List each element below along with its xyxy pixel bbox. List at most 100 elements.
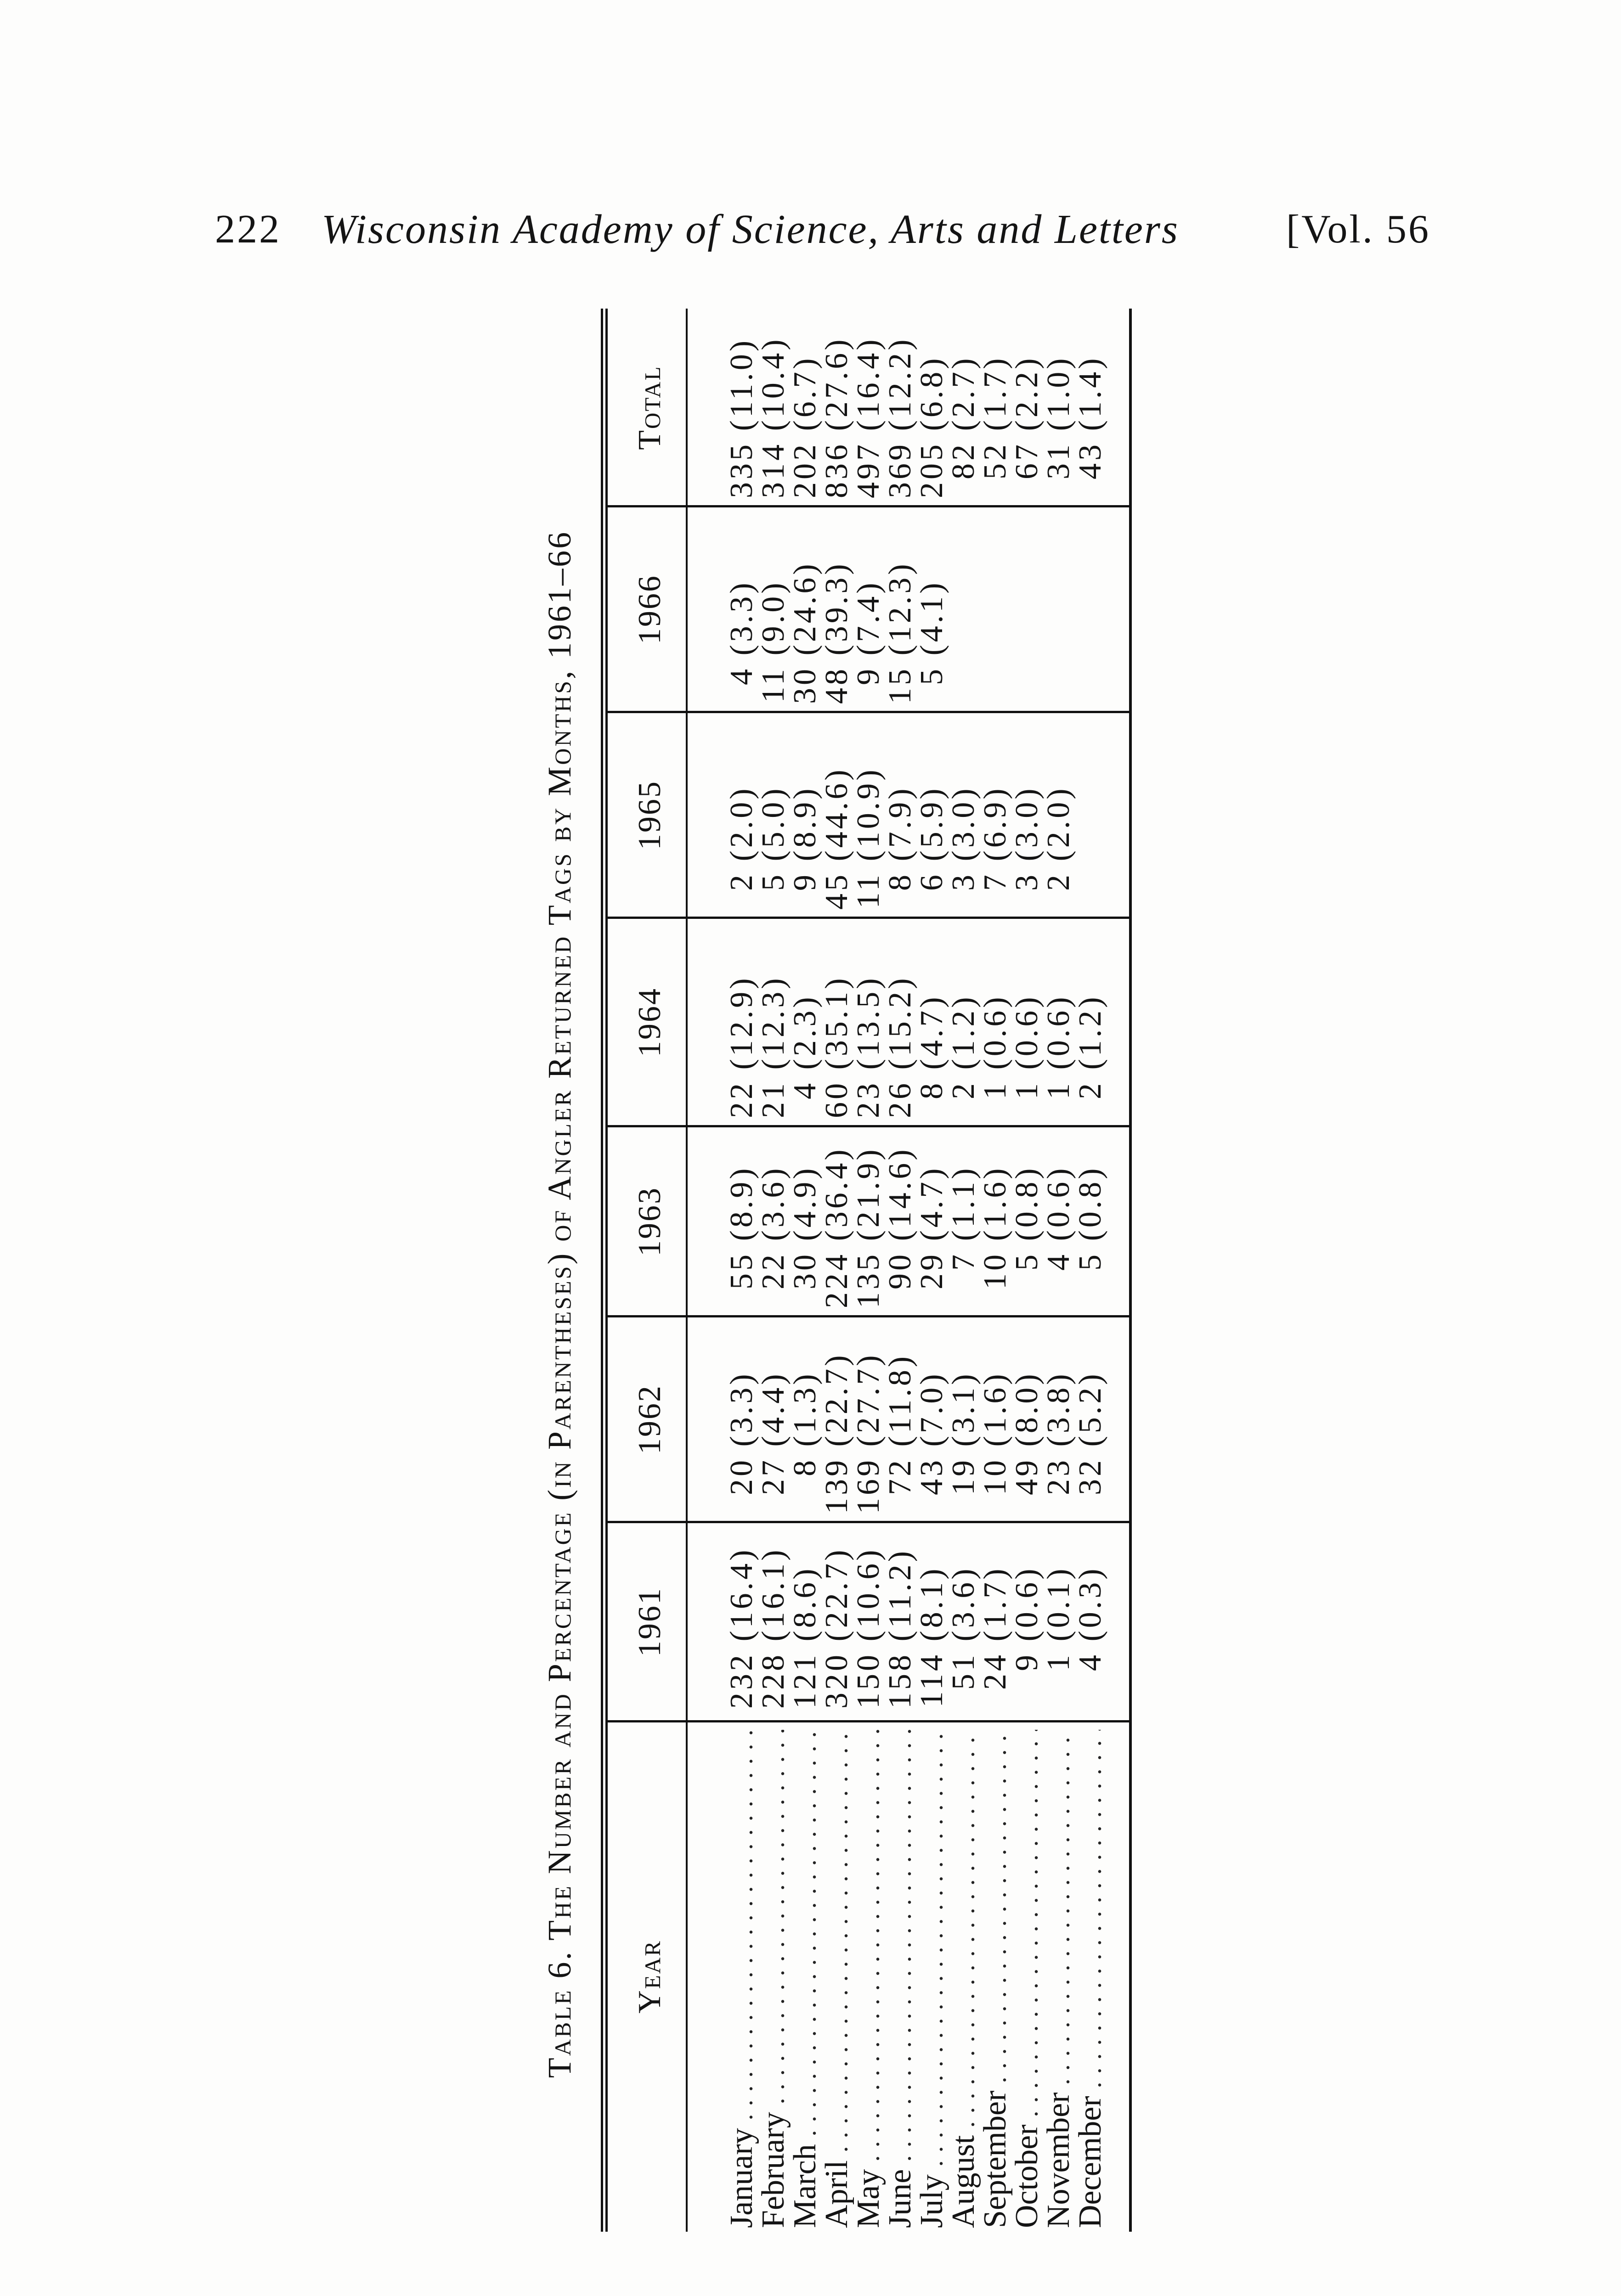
cell-total: 205 (6.8) — [914, 355, 949, 498]
count-value: 5 — [1009, 1252, 1045, 1271]
paren-open: ( — [946, 1227, 981, 1252]
paren-close: ) — [787, 1165, 823, 1179]
header-rule — [686, 309, 688, 2232]
paren-open: ( — [724, 1628, 759, 1652]
paren-close: ) — [851, 337, 886, 350]
cell-1965: 9 (8.9) — [787, 786, 823, 910]
cell-1964: 60 (35.1) — [819, 975, 854, 1118]
percent-value: 1.2 — [1073, 1007, 1108, 1057]
paren-close: ) — [1009, 1566, 1045, 1580]
table-row: September 24 (1.7) 10 (1.6) 10 (1.6) 1 (0.6)… — [977, 308, 1013, 2236]
percent-value: 10.6 — [851, 1560, 886, 1628]
paren-open: ( — [787, 1628, 823, 1652]
paren-close: ) — [1009, 355, 1045, 369]
paren-close: ) — [1041, 1165, 1076, 1179]
count-value: 27 — [756, 1458, 791, 1495]
paren-close: ) — [851, 975, 886, 989]
percent-value: 4.9 — [787, 1179, 823, 1228]
percent-value: 5.2 — [1073, 1384, 1108, 1434]
month-label: September — [977, 2090, 1013, 2228]
cell-1961: 232 (16.4) — [724, 1547, 759, 1709]
paren-close: ) — [882, 561, 918, 575]
count-value: 22 — [724, 1080, 759, 1118]
month-label-cell: April — [819, 1730, 854, 2228]
paren-open: ( — [1009, 417, 1045, 442]
month-label-cell: March — [787, 1730, 823, 2228]
percent-value: 2.7 — [946, 369, 981, 418]
paren-close: ) — [946, 1165, 981, 1179]
rotated-table: Table 6. The Number and Percentage (in P… — [528, 308, 1139, 2236]
percent-value: 3.3 — [724, 593, 759, 642]
paren-close: ) — [882, 1353, 918, 1367]
paren-close: ) — [1073, 1165, 1108, 1179]
count-value: 1 — [1041, 1652, 1076, 1671]
count-value: 49 — [1009, 1458, 1045, 1495]
percent-value: 24.6 — [787, 574, 823, 642]
cell-1964: 23 (13.5) — [851, 975, 886, 1118]
percent-value: 5.9 — [914, 799, 949, 848]
count-value: 11 — [756, 666, 791, 703]
cell-1965: 2 (2.0) — [724, 786, 759, 910]
month-label: January — [724, 2128, 759, 2228]
table-row: July 114 (8.1) 43 (7.0) 29 (4.7) 8 (4.7) 6 (5… — [914, 308, 949, 2236]
cell-total: 497 (16.4) — [851, 337, 886, 498]
volume-label: [Vol. 56 — [1286, 207, 1430, 252]
percent-value: 7.4 — [851, 593, 886, 642]
month-label-cell: July — [914, 1730, 949, 2228]
count-value: 10 — [977, 1458, 1013, 1495]
cell-1961: 121 (8.6) — [787, 1566, 823, 1709]
paren-close: ) — [756, 786, 791, 799]
cell-1961: 4 (0.3) — [1073, 1566, 1108, 1709]
paren-close: ) — [787, 1371, 823, 1385]
count-value: 43 — [914, 1458, 949, 1495]
count-value: 23 — [851, 1080, 886, 1118]
column-header-1965: 1965 — [632, 780, 667, 850]
percent-value: 36.4 — [819, 1160, 854, 1228]
cell-1961: 24 (1.7) — [977, 1566, 1013, 1709]
dot-leader — [948, 1730, 979, 2132]
percent-value: 3.8 — [1041, 1384, 1076, 1434]
count-value: 51 — [946, 1652, 981, 1690]
percent-value: 14.6 — [882, 1160, 918, 1228]
cell-1962: 10 (1.6) — [977, 1371, 1013, 1514]
cell-total: 82 (2.7) — [946, 355, 981, 498]
percent-value: 5.0 — [756, 799, 791, 848]
dot-leader — [726, 1730, 757, 2125]
cell-1965: 11 (10.9) — [851, 767, 886, 910]
month-label-cell: February — [756, 1730, 791, 2228]
count-value: 2 — [1073, 1080, 1108, 1099]
paren-close: ) — [724, 580, 759, 594]
dot-leader — [884, 1730, 916, 2166]
percent-value: 0.8 — [1073, 1179, 1108, 1228]
paren-close: ) — [1073, 994, 1108, 1008]
table-row: June 158 (11.2) 72 (11.8) 90 (14.6) 26 (15.2… — [882, 308, 918, 2236]
paren-open: ( — [819, 1433, 854, 1458]
paren-close: ) — [851, 767, 886, 781]
paren-open: ( — [724, 417, 759, 442]
count-value: 9 — [851, 666, 886, 685]
paren-close: ) — [977, 355, 1013, 369]
cell-total: 335 (11.0) — [724, 338, 759, 498]
paren-open: ( — [851, 1433, 886, 1458]
table-row: August 51 (3.6) 19 (3.1) 7 (1.1) 2 (1.2) 3 (3… — [946, 308, 981, 2236]
paren-close: ) — [914, 355, 949, 369]
percent-value: 6.8 — [914, 369, 949, 418]
cell-1962: 32 (5.2) — [1073, 1371, 1108, 1514]
paren-close: ) — [787, 994, 823, 1008]
percent-value: 11.2 — [882, 1562, 918, 1628]
count-value: 23 — [1041, 1458, 1076, 1495]
paren-open: ( — [946, 1056, 981, 1080]
paren-close: ) — [977, 1566, 1013, 1580]
dot-leader — [789, 1730, 821, 2141]
cell-1963: 135 (21.9) — [851, 1147, 886, 1308]
dot-leader — [979, 1730, 1011, 2087]
percent-value: 1.4 — [1073, 369, 1108, 418]
paren-close: ) — [946, 355, 981, 369]
percent-value: 0.8 — [1009, 1179, 1045, 1228]
paren-open: ( — [882, 1628, 918, 1652]
month-label: November — [1041, 2092, 1076, 2228]
table-row: February 228 (16.1) 27 (4.4) 22 (3.6) 21 (12… — [756, 308, 791, 2236]
percent-value: 0.1 — [1041, 1579, 1076, 1628]
paren-close: ) — [724, 1371, 759, 1385]
paren-open: ( — [819, 417, 854, 442]
